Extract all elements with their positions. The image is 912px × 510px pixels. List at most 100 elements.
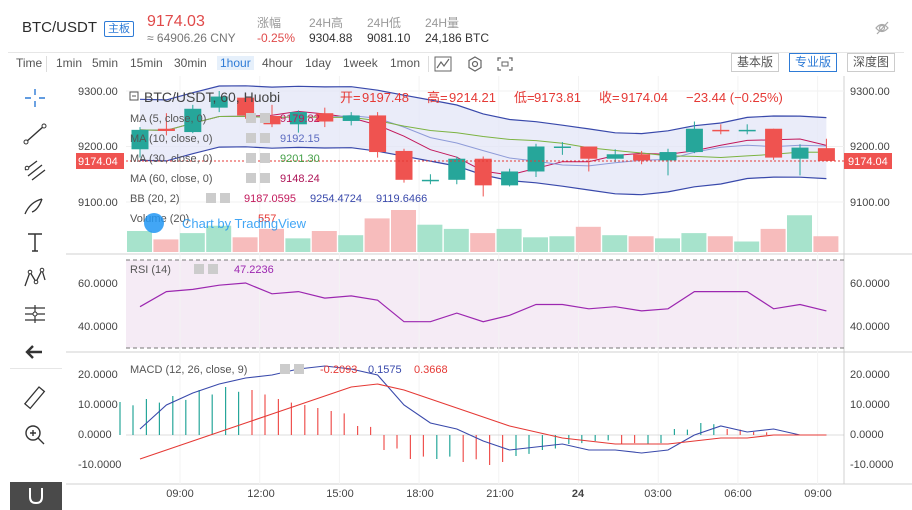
magnet-tool[interactable]	[10, 482, 62, 510]
ohlc-change: −23.44 (−0.25%)	[686, 90, 783, 105]
macd-line	[139, 365, 827, 454]
price-label-right-text: 9174.04	[848, 156, 888, 168]
ruler-icon[interactable]	[22, 386, 48, 410]
zoom-in-icon[interactable]	[22, 422, 48, 446]
text-tool-icon[interactable]	[22, 230, 48, 254]
volume-bar	[127, 231, 152, 252]
ohlc-high-label: 高=	[427, 90, 448, 105]
interval-1week[interactable]: 1week	[343, 56, 378, 70]
trendline-icon[interactable]	[22, 122, 48, 146]
interval-toolbar: Time 1min 5min 15min 30min 1hour 4hour 1…	[8, 52, 904, 74]
settings-icon[interactable]	[246, 173, 256, 183]
volume-bars	[127, 210, 839, 252]
back-arrow-icon[interactable]	[22, 340, 48, 364]
volume-bar	[734, 241, 760, 252]
candle	[237, 93, 255, 119]
interval-5min[interactable]: 5min	[92, 56, 119, 70]
interval-1mon[interactable]: 1mon	[390, 56, 421, 70]
last-price: 9174.03	[147, 13, 205, 30]
collapse-icon[interactable]	[129, 91, 139, 101]
macd-tick: 10.0000	[850, 399, 890, 411]
volume-bar	[575, 226, 601, 252]
hide-icon[interactable]	[874, 20, 890, 36]
macd-hist-value: -0.2093	[320, 364, 357, 376]
candle-body	[184, 108, 202, 133]
interval-1min[interactable]: 1min	[56, 56, 83, 70]
fib-lines-icon[interactable]	[22, 158, 48, 182]
chart-title: BTC/USDT, 60, Huobi	[144, 89, 280, 105]
brush-icon[interactable]	[22, 194, 48, 218]
measure-icon[interactable]	[22, 302, 48, 326]
candle	[210, 91, 228, 113]
low-value: 9081.10	[367, 31, 411, 45]
indicator-icon[interactable]	[434, 56, 452, 72]
crosshair-icon[interactable]	[22, 86, 48, 110]
candle	[448, 156, 466, 185]
close-icon[interactable]	[260, 113, 270, 123]
pair-name[interactable]: BTC/USDT	[22, 19, 97, 36]
candle	[738, 124, 756, 135]
close-icon[interactable]	[260, 173, 270, 183]
fullscreen-icon[interactable]	[496, 56, 514, 72]
ma5-label: MA (5, close, 0)	[130, 113, 206, 125]
trading-chart[interactable]: BTC/USDT, 60, Huobi 开= 9197.48 高= 9214.2…	[66, 76, 912, 510]
bollinger-upper-line	[139, 85, 827, 135]
ohlc-low-label: 低=	[514, 90, 535, 105]
candle	[184, 104, 202, 134]
time-tick: 09:00	[166, 488, 194, 500]
interval-30min[interactable]: 30min	[174, 56, 207, 70]
time-tick: 15:00	[326, 488, 354, 500]
interval-time[interactable]: Time	[16, 56, 43, 70]
settings-icon[interactable]	[246, 133, 256, 143]
volume-bar	[681, 233, 707, 252]
close-icon[interactable]	[260, 153, 270, 163]
pattern-icon[interactable]	[22, 266, 48, 290]
settings-icon[interactable]	[206, 193, 216, 203]
candle-body	[421, 179, 439, 182]
candle-body	[580, 146, 598, 159]
signal-line	[139, 383, 827, 460]
settings-icon[interactable]	[280, 364, 290, 374]
ma5-value: 9179.82	[280, 113, 320, 125]
candle-body	[289, 112, 307, 125]
candle-body	[712, 129, 730, 132]
ma10-value: 9192.15	[280, 133, 320, 145]
close-icon[interactable]	[260, 133, 270, 143]
interval-4hour[interactable]: 4hour	[262, 56, 293, 70]
interval-15min[interactable]: 15min	[130, 56, 163, 70]
close-icon[interactable]	[294, 364, 304, 374]
price-tick-left: 9200.00	[78, 141, 118, 153]
close-icon[interactable]	[208, 264, 218, 274]
candle-body	[263, 115, 281, 125]
candle	[474, 156, 492, 197]
ohlc-high: 9214.21	[449, 90, 496, 105]
depth-chart-button[interactable]: 深度图	[847, 53, 896, 72]
candle-body	[817, 148, 835, 161]
price-tick-left: 9300.00	[78, 86, 118, 98]
settings-icon[interactable]	[466, 56, 484, 72]
interval-1day[interactable]: 1day	[305, 56, 332, 70]
volume-bar	[338, 235, 364, 252]
candle-body	[395, 150, 413, 180]
interval-1hour[interactable]: 1hour	[217, 56, 254, 70]
time-tick: 09:00	[804, 488, 832, 500]
candle-body	[131, 129, 149, 150]
candle	[501, 168, 519, 187]
candle	[289, 110, 307, 133]
pro-view-button[interactable]: 专业版	[789, 53, 838, 72]
candle	[633, 150, 651, 165]
macd-tick-left: 10.0000	[78, 399, 118, 411]
volume-bar	[813, 236, 839, 252]
candle	[712, 124, 730, 135]
macd-tick: 0.0000	[850, 429, 884, 441]
settings-icon[interactable]	[246, 113, 256, 123]
close-icon[interactable]	[220, 193, 230, 203]
candle-body	[527, 146, 545, 172]
settings-icon[interactable]	[246, 153, 256, 163]
volume-value: 24,186 BTC	[425, 31, 490, 45]
drawing-toolbar	[10, 76, 62, 510]
tradingview-logo-icon	[144, 213, 164, 233]
candle-body	[791, 147, 809, 159]
settings-icon[interactable]	[194, 264, 204, 274]
basic-view-button[interactable]: 基本版	[731, 53, 780, 72]
